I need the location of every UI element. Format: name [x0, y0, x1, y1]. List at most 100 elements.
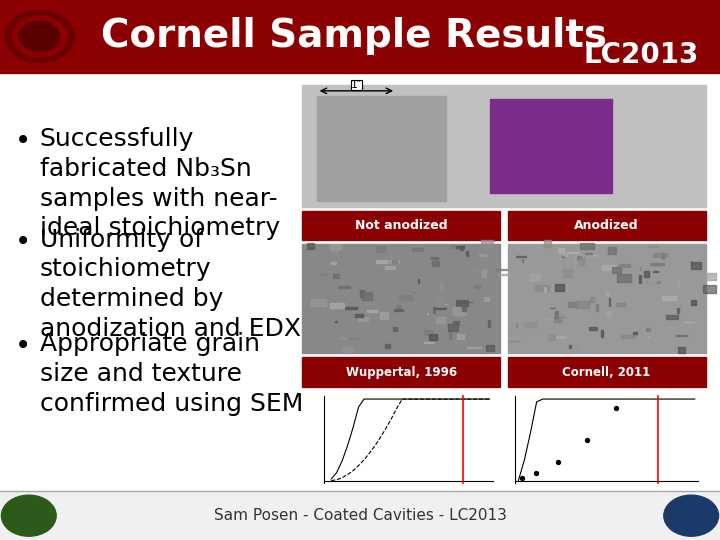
- Text: LC2013: LC2013: [583, 40, 698, 69]
- Bar: [336, 250, 345, 253]
- Bar: [462, 306, 466, 311]
- Circle shape: [12, 16, 67, 57]
- Bar: [490, 99, 612, 193]
- Circle shape: [5, 10, 74, 62]
- Bar: [666, 315, 678, 319]
- Bar: [508, 391, 706, 486]
- Bar: [385, 266, 395, 269]
- Text: Cornell, 2011: Cornell, 2011: [562, 366, 651, 379]
- Bar: [647, 280, 656, 283]
- Bar: [427, 313, 428, 314]
- Bar: [440, 284, 443, 290]
- Bar: [508, 211, 706, 240]
- Bar: [389, 260, 399, 262]
- Bar: [640, 267, 641, 271]
- Bar: [424, 342, 434, 343]
- Text: •: •: [14, 332, 31, 360]
- Bar: [302, 391, 500, 486]
- Bar: [691, 262, 701, 269]
- Bar: [613, 267, 621, 273]
- Bar: [588, 327, 597, 329]
- Bar: [678, 308, 680, 313]
- Bar: [662, 296, 675, 300]
- Bar: [311, 332, 315, 334]
- Bar: [568, 302, 577, 307]
- Bar: [605, 310, 611, 317]
- Bar: [498, 274, 511, 275]
- Bar: [466, 251, 468, 256]
- Text: Successfully
fabricated Nb₃Sn
samples with near-
ideal stoichiometry: Successfully fabricated Nb₃Sn samples wi…: [40, 127, 280, 240]
- Bar: [589, 262, 590, 267]
- Bar: [302, 245, 500, 353]
- Bar: [436, 317, 445, 323]
- Bar: [691, 300, 696, 305]
- Bar: [428, 334, 437, 340]
- Bar: [580, 243, 594, 249]
- Bar: [448, 325, 458, 331]
- Bar: [516, 323, 517, 327]
- Bar: [485, 346, 493, 350]
- Bar: [424, 330, 433, 335]
- Bar: [632, 333, 637, 334]
- Bar: [449, 332, 451, 339]
- Bar: [646, 281, 660, 282]
- Bar: [317, 96, 446, 201]
- Bar: [394, 309, 403, 312]
- Bar: [617, 274, 631, 282]
- Bar: [529, 274, 539, 280]
- Bar: [621, 335, 634, 338]
- Text: 1″: 1″: [351, 80, 362, 90]
- Bar: [406, 266, 418, 270]
- Bar: [516, 255, 526, 257]
- Text: Cornell Sample Results: Cornell Sample Results: [101, 17, 607, 56]
- Bar: [554, 317, 561, 321]
- Bar: [454, 321, 459, 324]
- Bar: [380, 312, 387, 319]
- Bar: [616, 303, 626, 306]
- Point: [552, 457, 564, 466]
- Bar: [555, 311, 557, 318]
- Bar: [564, 253, 567, 256]
- Bar: [654, 253, 667, 257]
- Bar: [600, 329, 603, 337]
- Bar: [320, 273, 327, 275]
- Text: 5: 5: [665, 508, 675, 523]
- Bar: [302, 85, 706, 207]
- Bar: [467, 262, 470, 267]
- Bar: [562, 269, 572, 277]
- Bar: [662, 253, 664, 259]
- Bar: [602, 265, 615, 271]
- Bar: [435, 296, 443, 302]
- Bar: [457, 302, 465, 303]
- Bar: [336, 321, 338, 322]
- Bar: [544, 240, 551, 247]
- Bar: [331, 262, 336, 264]
- Text: •: •: [14, 228, 31, 256]
- Bar: [474, 285, 480, 288]
- Bar: [311, 299, 325, 306]
- Bar: [544, 287, 546, 292]
- Bar: [313, 329, 314, 334]
- Bar: [555, 285, 564, 292]
- Bar: [392, 260, 397, 264]
- Bar: [333, 274, 339, 278]
- Bar: [644, 271, 649, 276]
- Bar: [302, 211, 500, 240]
- Bar: [397, 305, 400, 308]
- Bar: [524, 322, 536, 327]
- Bar: [577, 255, 581, 260]
- Bar: [587, 254, 597, 256]
- Bar: [431, 261, 439, 266]
- Bar: [418, 279, 419, 282]
- Bar: [522, 259, 523, 262]
- Bar: [330, 244, 341, 249]
- Bar: [467, 347, 481, 348]
- Bar: [585, 253, 593, 254]
- Bar: [508, 391, 706, 486]
- Bar: [434, 308, 446, 309]
- Bar: [682, 321, 694, 322]
- Text: •: •: [14, 127, 31, 156]
- Bar: [347, 286, 348, 293]
- Bar: [355, 314, 363, 317]
- Bar: [360, 289, 364, 297]
